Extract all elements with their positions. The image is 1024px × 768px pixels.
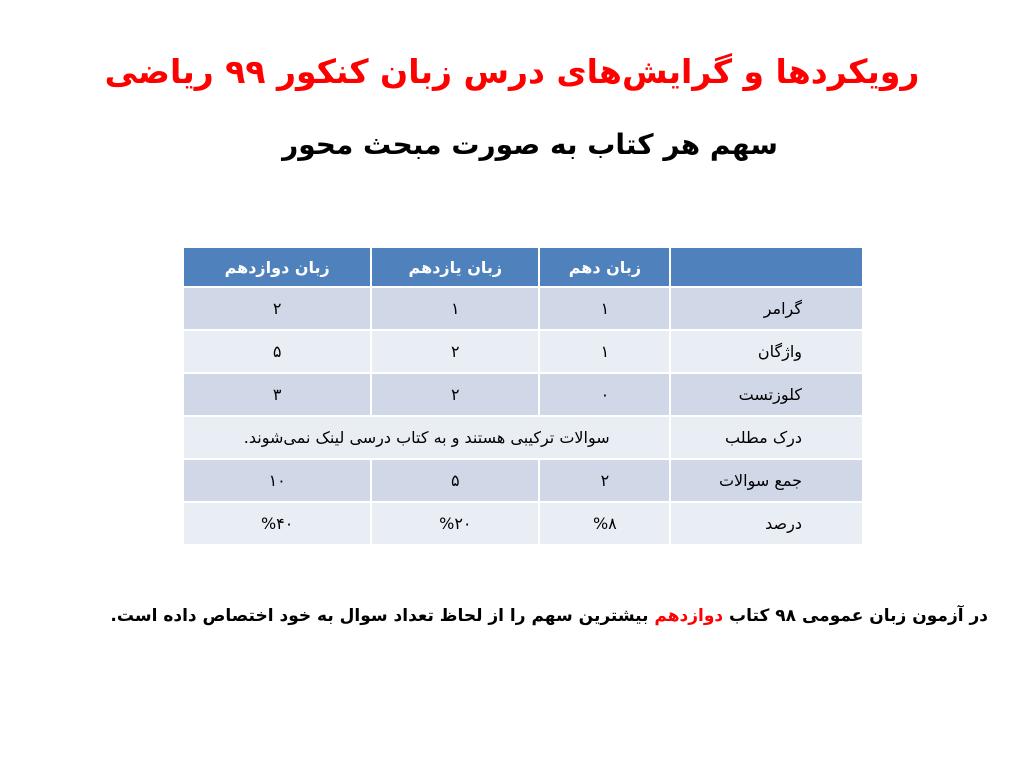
header-grade-11: زبان یازدهم (372, 248, 539, 286)
footer-text-before: در آزمون زبان عمومی ۹۸ کتاب (723, 606, 988, 626)
row-label: گرامر (671, 288, 862, 329)
table-row: کلوزتست ۰ ۲ ۳ (184, 374, 862, 415)
cell: ۰ (540, 374, 670, 415)
table-header-row: زبان دهم زبان یازدهم زبان دوازدهم (184, 248, 862, 286)
table-row: واژگان ۱ ۲ ۵ (184, 331, 862, 372)
row-label: درصد (671, 503, 862, 544)
book-share-table: زبان دهم زبان یازدهم زبان دوازدهم گرامر … (182, 246, 864, 546)
row-label: درک مطلب (671, 417, 862, 458)
table-row: جمع سوالات ۲ ۵ ۱۰ (184, 460, 862, 501)
cell: ۳ (184, 374, 371, 415)
slide-subtitle: سهم هر کتاب به صورت مبحث محور (282, 128, 778, 161)
cell: ۱ (372, 288, 539, 329)
header-grade-10: زبان دهم (540, 248, 670, 286)
header-grade-12: زبان دوازدهم (184, 248, 371, 286)
footer-note: در آزمون زبان عمومی ۹۸ کتاب دوازدهم بیشت… (60, 606, 988, 626)
row-label: کلوزتست (671, 374, 862, 415)
cell: ۱ (540, 288, 670, 329)
cell: ۲ (372, 374, 539, 415)
cell: ۲ (184, 288, 371, 329)
cell: %۸ (540, 503, 670, 544)
slide-title: رویکردها و گرایش‌های درس زبان کنکور ۹۹ ر… (104, 52, 920, 91)
cell: ۱۰ (184, 460, 371, 501)
cell: %۴۰ (184, 503, 371, 544)
table-row: درک مطلب سوالات ترکیبی هستند و به کتاب د… (184, 417, 862, 458)
cell: %۲۰ (372, 503, 539, 544)
table-row: درصد %۸ %۲۰ %۴۰ (184, 503, 862, 544)
cell: ۲ (540, 460, 670, 501)
footer-text-after: بیشترین سهم را از لحاظ تعداد سوال به خود… (110, 606, 655, 626)
merged-cell: سوالات ترکیبی هستند و به کتاب درسی لینک … (184, 417, 670, 458)
table-row: گرامر ۱ ۱ ۲ (184, 288, 862, 329)
cell: ۵ (184, 331, 371, 372)
row-label: جمع سوالات (671, 460, 862, 501)
cell: ۱ (540, 331, 670, 372)
footer-highlight: دوازدهم (654, 606, 724, 626)
header-empty (671, 248, 862, 286)
cell: ۵ (372, 460, 539, 501)
cell: ۲ (372, 331, 539, 372)
row-label: واژگان (671, 331, 862, 372)
